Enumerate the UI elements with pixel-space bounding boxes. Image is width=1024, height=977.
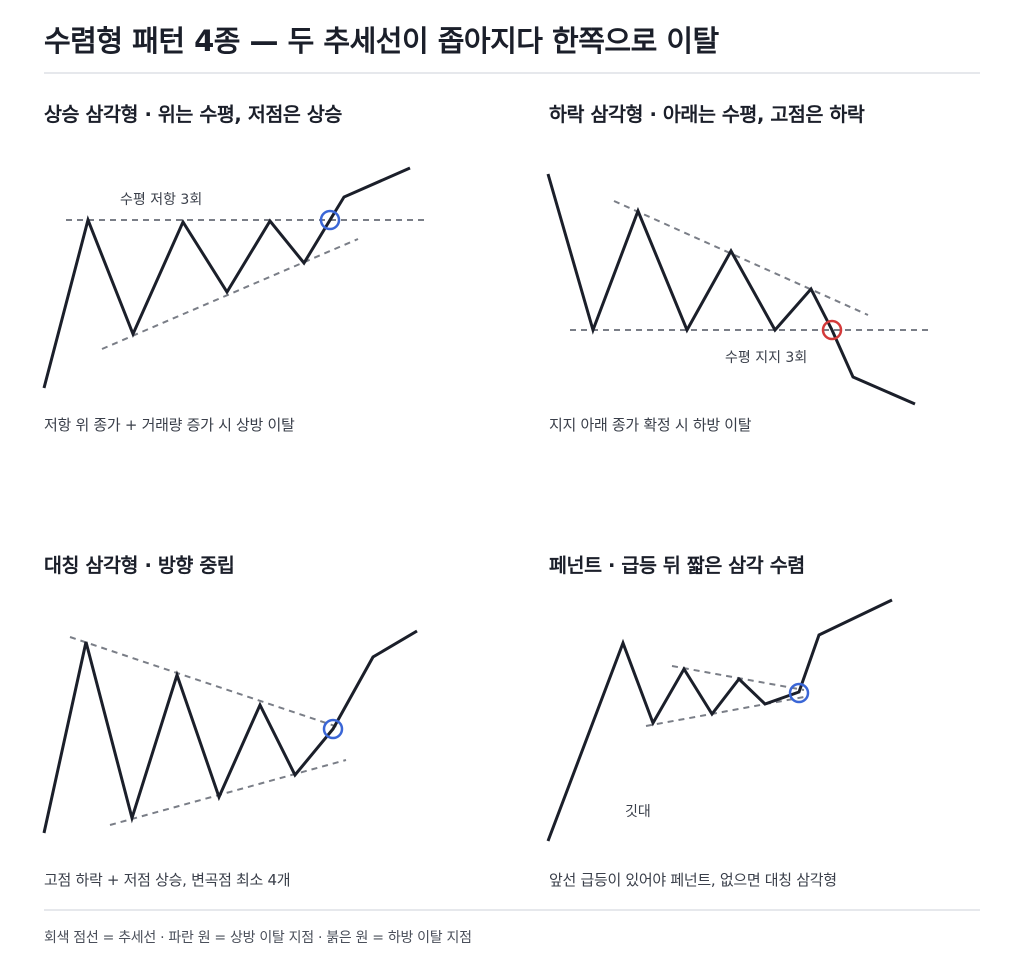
falling-upper-line: [69, 636, 339, 728]
rising-lower-line: [109, 759, 347, 826]
symmetrical-price-path: [42, 629, 418, 834]
panel-title-pennant: 페넌트 · 급등 뒤 짧은 삼각 수렴: [549, 554, 805, 577]
page-title: 수렴형 패턴 4종 — 두 추세선이 좁아지다 한쪽으로 이탈: [44, 24, 719, 58]
descending-price-path: [546, 173, 916, 406]
panel-title-symmetrical-triangle: 대칭 삼각형 · 방향 중립: [44, 554, 235, 577]
title-divider: [44, 72, 980, 74]
caption-ascending-triangle: 저항 위 종가 + 거래량 증가 시 상방 이탈: [44, 416, 295, 434]
caption-symmetrical-triangle: 고점 하락 + 저점 상승, 변곡점 최소 4개: [44, 871, 291, 889]
caption-descending-triangle: 지지 아래 종가 확정 시 하방 이탈: [549, 416, 752, 434]
breakout-up-marker: [319, 209, 341, 231]
caption-pennant: 앞선 급등이 있어야 페넌트, 없으면 대칭 삼각형: [549, 871, 837, 889]
breakout-down-marker: [821, 319, 843, 341]
support-annotation: 수평 지지 3회: [725, 350, 807, 366]
breakout-up-marker: [788, 682, 810, 704]
breakout-up-marker: [322, 718, 344, 740]
legend-divider: [44, 909, 980, 911]
rising-support-line: [101, 238, 359, 350]
ascending-price-path: [42, 166, 411, 389]
pennant-price-path: [546, 598, 893, 842]
legend: 회색 점선 = 추세선 · 파란 원 = 상방 이탈 지점 · 붉은 원 = 하…: [44, 930, 472, 946]
panel-title-ascending-triangle: 상승 삼각형 · 위는 수평, 저점은 상승: [44, 103, 342, 126]
panel-title-descending-triangle: 하락 삼각형 · 아래는 수평, 고점은 하락: [549, 103, 865, 126]
resistance-annotation: 수평 저항 3회: [120, 192, 202, 208]
pennant-lower-line: [645, 696, 805, 727]
falling-resistance-line: [613, 200, 869, 316]
flagpole-annotation: 깃대: [625, 804, 651, 820]
